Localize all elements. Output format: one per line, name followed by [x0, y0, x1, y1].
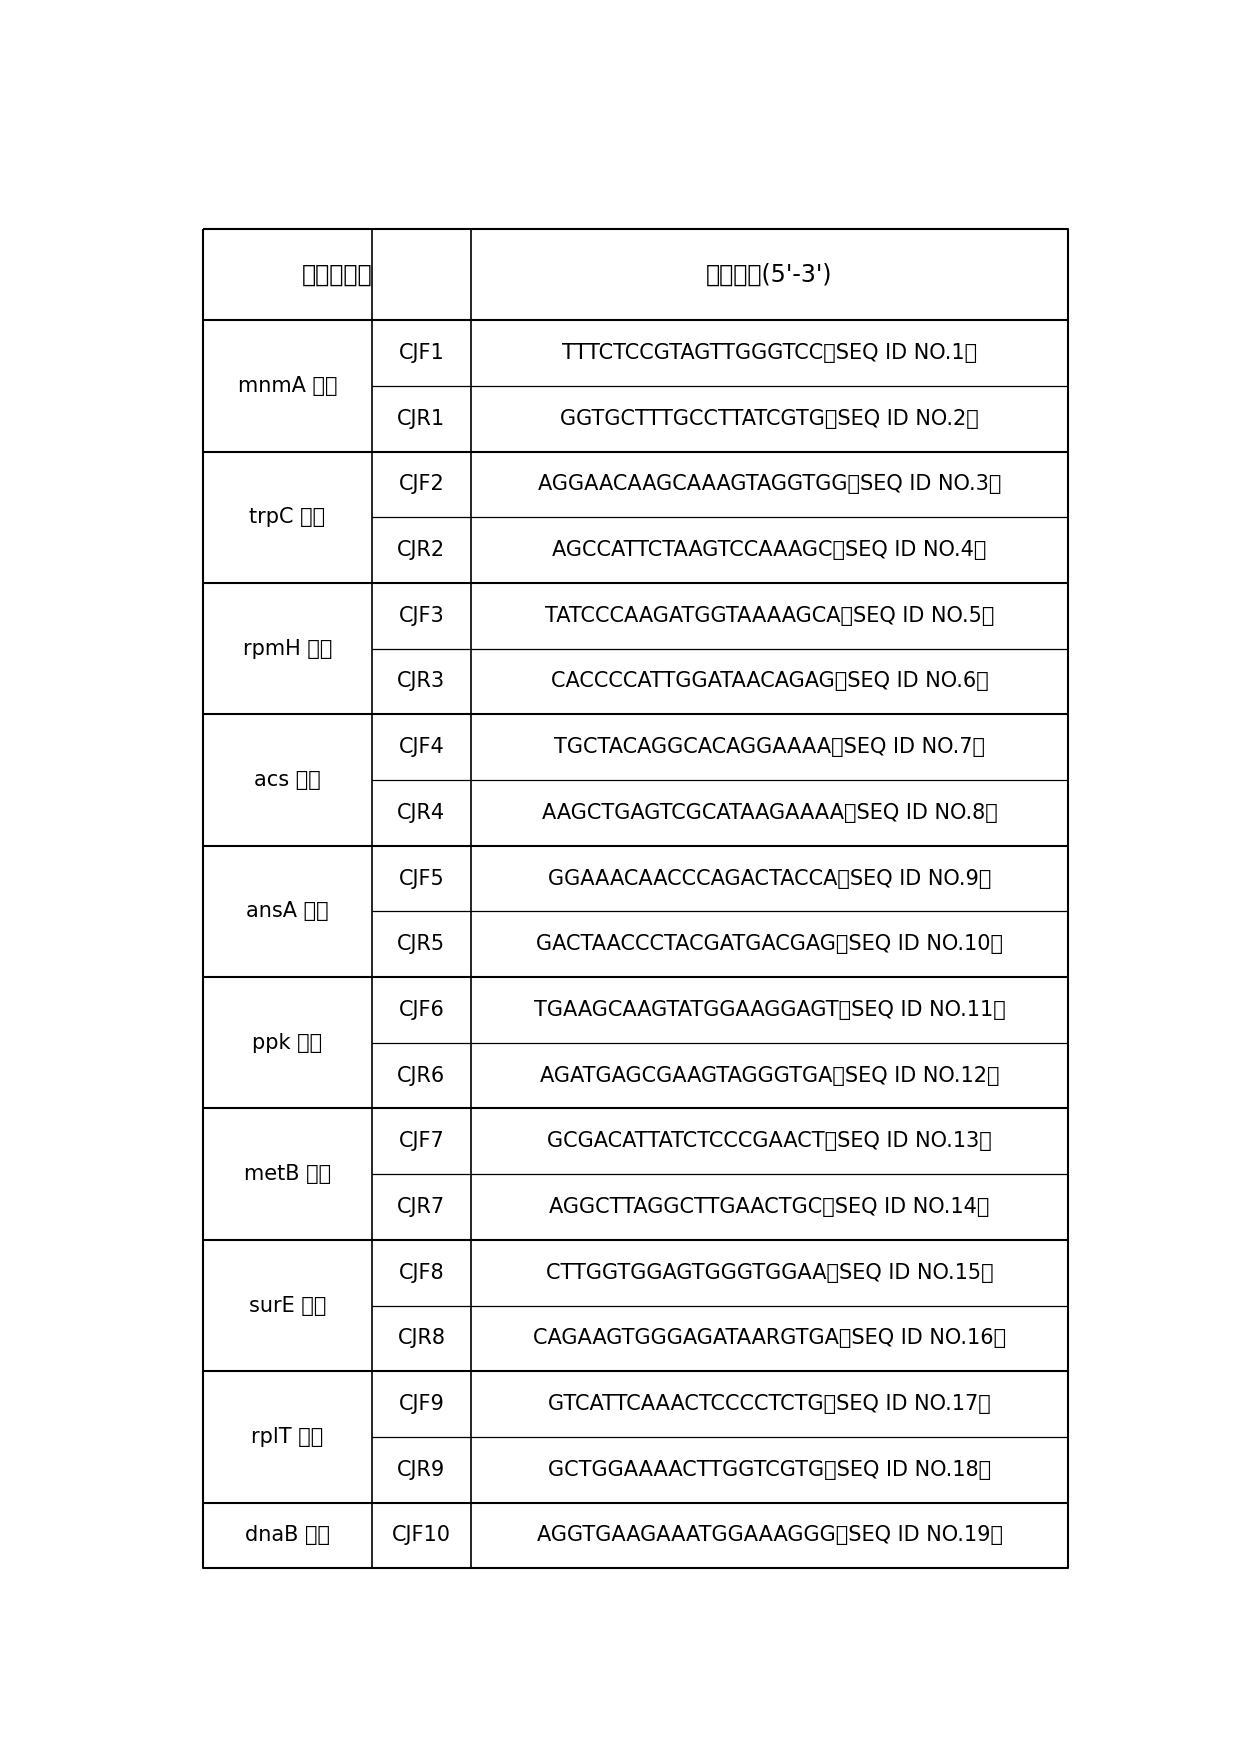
Text: CJR4: CJR4	[397, 803, 445, 823]
Text: AGATGAGCGAAGTAGGGTGA（SEQ ID NO.12）: AGATGAGCGAAGTAGGGTGA（SEQ ID NO.12）	[539, 1065, 999, 1086]
Text: rplT 基因: rplT 基因	[252, 1428, 324, 1447]
Text: 靶基因名称: 靶基因名称	[301, 263, 372, 287]
Text: CAGAAGTGGGAGATAARGTGA（SEQ ID NO.16）: CAGAAGTGGGAGATAARGTGA（SEQ ID NO.16）	[533, 1328, 1006, 1348]
Text: GGAAACAACCCAGACTACCA（SEQ ID NO.9）: GGAAACAACCCAGACTACCA（SEQ ID NO.9）	[548, 869, 991, 888]
Text: CJF5: CJF5	[398, 869, 444, 888]
Text: GTCATTCAAACTCCCCTCTG（SEQ ID NO.17）: GTCATTCAAACTCCCCTCTG（SEQ ID NO.17）	[548, 1395, 991, 1414]
Text: CJF8: CJF8	[398, 1262, 444, 1283]
Text: metB 基因: metB 基因	[244, 1165, 331, 1184]
Text: trpC 基因: trpC 基因	[249, 507, 325, 528]
Text: CJR1: CJR1	[397, 409, 445, 428]
Text: 引物序列(5'-3'): 引物序列(5'-3')	[707, 263, 833, 287]
Text: CJR6: CJR6	[397, 1065, 445, 1086]
Text: CJF2: CJF2	[398, 474, 444, 494]
Text: GACTAACCCTACGATGACGAG（SEQ ID NO.10）: GACTAACCCTACGATGACGAG（SEQ ID NO.10）	[536, 935, 1003, 954]
Text: CJR7: CJR7	[397, 1198, 445, 1217]
Text: CJF7: CJF7	[398, 1132, 444, 1151]
Text: AGGTGAAGAAATGGAAAGGG（SEQ ID NO.19）: AGGTGAAGAAATGGAAAGGG（SEQ ID NO.19）	[537, 1525, 1003, 1546]
Text: CJF10: CJF10	[392, 1525, 451, 1546]
Text: surE 基因: surE 基因	[249, 1295, 326, 1316]
Text: AGCCATTCTAAGTCCAAAGC（SEQ ID NO.4）: AGCCATTCTAAGTCCAAAGC（SEQ ID NO.4）	[552, 540, 987, 561]
Text: CJF6: CJF6	[398, 999, 444, 1020]
Text: dnaB 基因: dnaB 基因	[244, 1525, 330, 1546]
Text: CJF4: CJF4	[398, 736, 444, 757]
Text: TATCCCAAGATGGTAAAAGCA（SEQ ID NO.5）: TATCCCAAGATGGTAAAAGCA（SEQ ID NO.5）	[544, 606, 994, 625]
Text: GCGACATTATCTCCCGAACT（SEQ ID NO.13）: GCGACATTATCTCCCGAACT（SEQ ID NO.13）	[547, 1132, 992, 1151]
Text: CJR3: CJR3	[397, 672, 445, 691]
Text: CJR8: CJR8	[398, 1328, 445, 1348]
Text: AGGCTTAGGCTTGAACTGC（SEQ ID NO.14）: AGGCTTAGGCTTGAACTGC（SEQ ID NO.14）	[549, 1198, 990, 1217]
Text: TGCTACAGGCACAGGAAAA（SEQ ID NO.7）: TGCTACAGGCACAGGAAAA（SEQ ID NO.7）	[554, 736, 985, 757]
Text: acs 基因: acs 基因	[254, 770, 321, 790]
Text: ppk 基因: ppk 基因	[252, 1032, 322, 1053]
Text: GGTGCTTTGCCTTATCGTG（SEQ ID NO.2）: GGTGCTTTGCCTTATCGTG（SEQ ID NO.2）	[560, 409, 978, 428]
Text: rpmH 基因: rpmH 基因	[243, 639, 332, 658]
Text: CACCCCATTGGATAACAGAG（SEQ ID NO.6）: CACCCCATTGGATAACAGAG（SEQ ID NO.6）	[551, 672, 988, 691]
Text: CJF3: CJF3	[398, 606, 444, 625]
Text: TGAAGCAAGTATGGAAGGAGT（SEQ ID NO.11）: TGAAGCAAGTATGGAAGGAGT（SEQ ID NO.11）	[533, 999, 1006, 1020]
Text: CJR5: CJR5	[397, 935, 445, 954]
Text: ansA 基因: ansA 基因	[246, 902, 329, 921]
Text: AAGCTGAGTCGCATAAGAAAA（SEQ ID NO.8）: AAGCTGAGTCGCATAAGAAAA（SEQ ID NO.8）	[542, 803, 997, 823]
Text: CJR9: CJR9	[397, 1459, 445, 1480]
Text: CJF9: CJF9	[398, 1395, 444, 1414]
Text: mnmA 基因: mnmA 基因	[238, 376, 337, 395]
Text: TTTCTCCGTAGTTGGGTCC（SEQ ID NO.1）: TTTCTCCGTAGTTGGGTCC（SEQ ID NO.1）	[562, 343, 977, 364]
Text: CJF1: CJF1	[398, 343, 444, 364]
Text: AGGAACAAGCAAAGTAGGTGG（SEQ ID NO.3）: AGGAACAAGCAAAGTAGGTGG（SEQ ID NO.3）	[538, 474, 1001, 494]
Text: GCTGGAAAACTTGGTCGTG（SEQ ID NO.18）: GCTGGAAAACTTGGTCGTG（SEQ ID NO.18）	[548, 1459, 991, 1480]
Text: CTTGGTGGAGTGGGTGGAA（SEQ ID NO.15）: CTTGGTGGAGTGGGTGGAA（SEQ ID NO.15）	[546, 1262, 993, 1283]
Text: CJR2: CJR2	[397, 540, 445, 561]
